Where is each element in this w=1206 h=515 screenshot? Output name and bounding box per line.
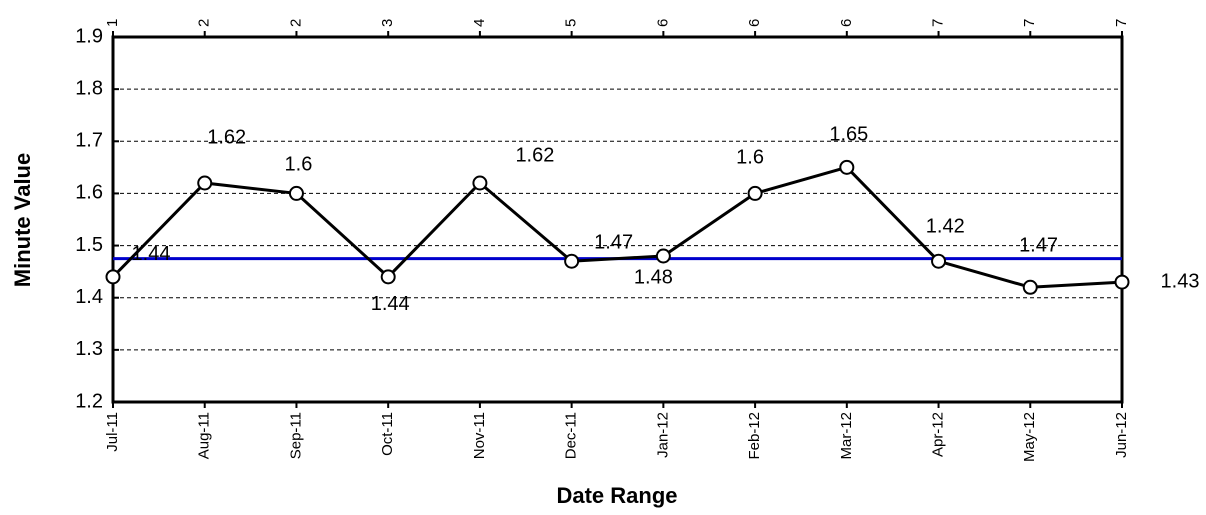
data-point (1022, 279, 1038, 295)
y-tick-label: 1.7 (75, 130, 103, 152)
top-label: 6 (746, 19, 763, 27)
y-tick-label: 1.6 (75, 182, 103, 204)
x-tick-label: Aug-11 (196, 412, 213, 459)
y-tick-label: 1.2 (75, 390, 103, 412)
top-label: 1 (104, 19, 121, 27)
top-label: 6 (654, 19, 671, 27)
top-label: 3 (379, 19, 396, 27)
y-tick-label: 1.8 (75, 77, 103, 99)
data-point (747, 185, 763, 201)
y-tick-label: 1.3 (75, 338, 103, 360)
data-label: 1.44 (371, 293, 410, 315)
data-label: 1.62 (515, 144, 554, 166)
data-label: 1.44 (132, 243, 171, 265)
y-tick-label: 1.5 (75, 234, 103, 256)
data-label: 1.65 (829, 124, 868, 146)
data-point (288, 185, 304, 201)
y-axis-title: Minute Value (10, 153, 35, 287)
x-tick-label: Jun-12 (1113, 412, 1130, 458)
x-tick-label: Sep-11 (287, 412, 304, 459)
series-line (111, 165, 1123, 289)
data-point (931, 253, 947, 269)
plot-border (111, 35, 1124, 404)
x-tick-label: Jan-12 (654, 412, 671, 458)
x-tick-label: Nov-11 (471, 412, 488, 459)
top-label: 7 (1021, 19, 1038, 27)
x-axis-title: Date Range (556, 483, 677, 508)
data-label: 1.48 (634, 266, 673, 288)
data-label: 1.6 (736, 147, 764, 169)
y-tick-label: 1.9 (75, 25, 103, 47)
y-tick-label: 1.4 (75, 286, 103, 308)
top-label: 6 (838, 19, 855, 27)
x-tick-label: Mar-12 (838, 412, 855, 460)
data-label: 1.42 (926, 216, 965, 238)
x-tick-label: Dec-11 (563, 412, 580, 459)
data-point (380, 269, 396, 285)
data-point (839, 159, 855, 175)
data-label: 1.47 (1019, 234, 1058, 256)
top-label: 7 (930, 19, 947, 27)
x-tick-label: May-12 (1021, 412, 1038, 462)
data-point (197, 175, 213, 191)
top-label: 5 (563, 19, 580, 27)
data-point (105, 269, 121, 285)
top-label: 4 (471, 19, 488, 27)
data-point (655, 248, 671, 264)
x-tick-label: Apr-12 (930, 412, 947, 457)
x-tick-label: Jul-11 (104, 412, 121, 452)
top-label: 2 (287, 19, 304, 27)
top-label: 2 (196, 19, 213, 27)
data-label: 1.62 (207, 126, 246, 148)
x-tick-label: Feb-12 (746, 412, 763, 460)
data-point (472, 175, 488, 191)
data-label: 1.6 (285, 154, 313, 176)
data-point (1114, 274, 1130, 290)
top-label: 7 (1113, 19, 1130, 27)
data-point (564, 253, 580, 269)
x-tick-label: Oct-11 (379, 412, 396, 456)
data-label: 1.43 (1161, 270, 1200, 292)
data-label: 1.47 (594, 231, 633, 253)
